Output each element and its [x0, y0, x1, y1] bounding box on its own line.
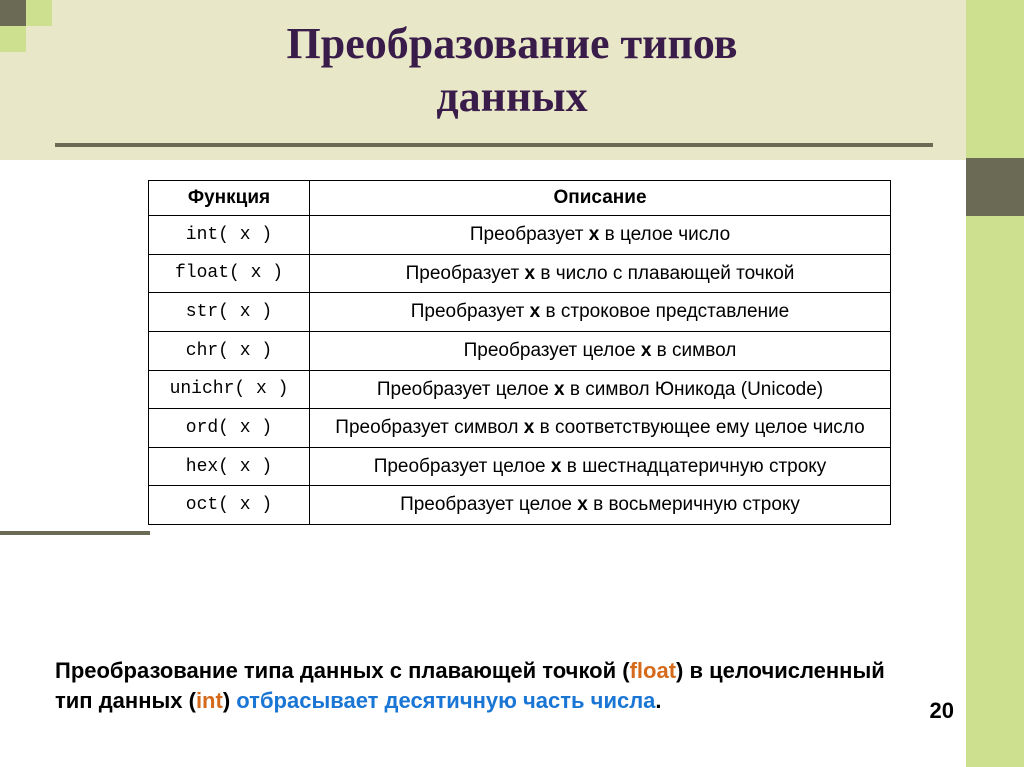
highlight-phrase: отбрасывает десятичную часть числа	[236, 688, 655, 713]
title-line-1: Преобразование типов	[287, 19, 738, 68]
title-underline	[55, 143, 933, 147]
table-row: hex( x ) Преобразует целое x в шестнадца…	[149, 447, 891, 486]
title-line-2: данных	[436, 72, 587, 121]
cell-description: Преобразует символ x в соответствующее е…	[310, 409, 891, 448]
cell-description: Преобразует x в строковое представление	[310, 293, 891, 332]
footer-note: Преобразование типа данных с плавающей т…	[55, 656, 925, 715]
table-row: str( x ) Преобразует x в строковое предс…	[149, 293, 891, 332]
mid-horizontal-rule	[0, 531, 150, 535]
table-row: float( x ) Преобразует x в число с плава…	[149, 254, 891, 293]
table-row: int( x ) Преобразует x в целое число	[149, 216, 891, 255]
cell-description: Преобразует x в число с плавающей точкой	[310, 254, 891, 293]
page-number: 20	[930, 698, 954, 724]
cell-description: Преобразует целое x в символ Юникода (Un…	[310, 370, 891, 409]
keyword-float: float	[630, 658, 676, 683]
table-row: oct( x ) Преобразует целое x в восьмерич…	[149, 486, 891, 525]
cell-function: oct( x )	[149, 486, 310, 525]
cell-function: float( x )	[149, 254, 310, 293]
cell-description: Преобразует x в целое число	[310, 216, 891, 255]
cell-description: Преобразует целое x в символ	[310, 331, 891, 370]
functions-table: Функция Описание int( x ) Преобразует x …	[148, 180, 891, 525]
cell-function: chr( x )	[149, 331, 310, 370]
table-row: ord( x ) Преобразует символ x в соответс…	[149, 409, 891, 448]
col-header-description: Описание	[310, 181, 891, 216]
cell-function: str( x )	[149, 293, 310, 332]
table-body: int( x ) Преобразует x в целое число flo…	[149, 216, 891, 525]
table-header-row: Функция Описание	[149, 181, 891, 216]
cell-function: unichr( x )	[149, 370, 310, 409]
col-header-function: Функция	[149, 181, 310, 216]
right-accent-square	[966, 158, 1024, 216]
cell-description: Преобразует целое x в шестнадцатеричную …	[310, 447, 891, 486]
cell-description: Преобразует целое x в восьмеричную строк…	[310, 486, 891, 525]
cell-function: int( x )	[149, 216, 310, 255]
keyword-int: int	[196, 688, 223, 713]
slide-title: Преобразование типов данных	[0, 18, 1024, 124]
cell-function: hex( x )	[149, 447, 310, 486]
table-row: chr( x ) Преобразует целое x в символ	[149, 331, 891, 370]
cell-function: ord( x )	[149, 409, 310, 448]
table-row: unichr( x ) Преобразует целое x в символ…	[149, 370, 891, 409]
